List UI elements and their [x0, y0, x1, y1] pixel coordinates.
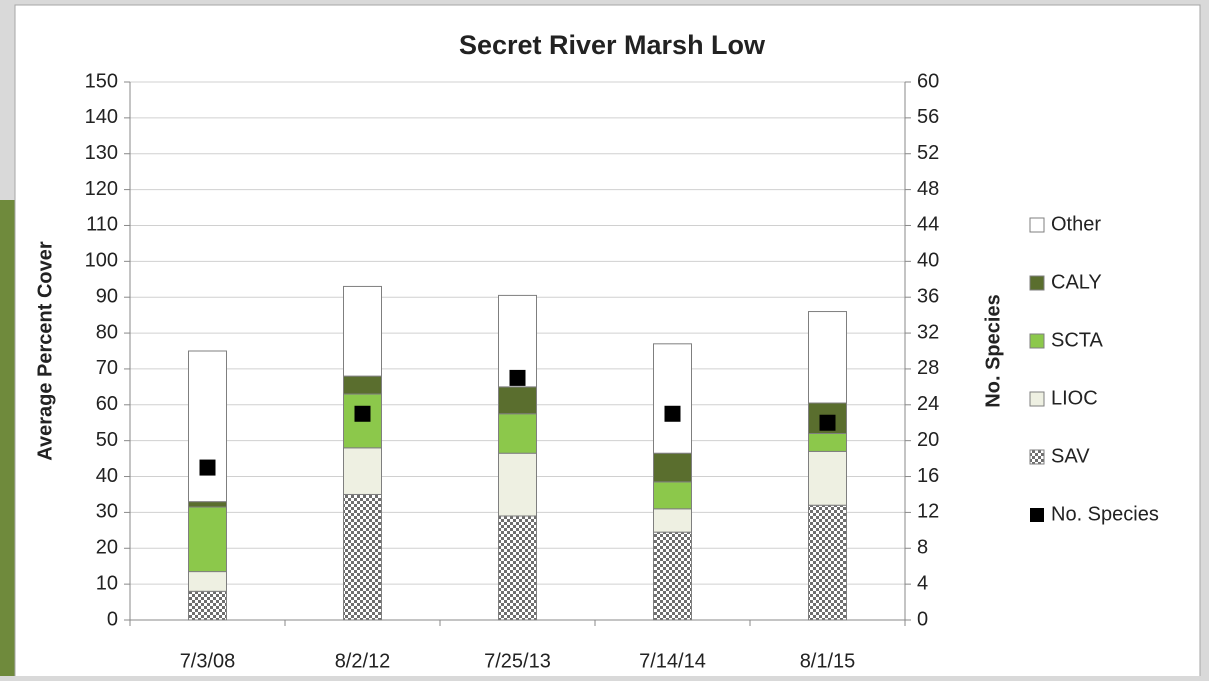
legend-label: LIOC [1051, 387, 1098, 409]
legend-swatch [1029, 217, 1045, 233]
bar-segment [343, 375, 382, 395]
bar-segment [653, 452, 692, 483]
legend-label: SCTA [1051, 329, 1104, 351]
bar-segment [808, 450, 847, 506]
chart-title: Secret River Marsh Low [459, 30, 766, 60]
legend-swatch [1029, 449, 1045, 465]
legend-label: Other [1051, 213, 1101, 235]
bar-segment [808, 504, 847, 621]
species-marker [509, 369, 526, 386]
x-tick-label: 7/25/13 [484, 650, 551, 672]
species-marker [664, 405, 681, 422]
x-tick-label: 7/14/14 [639, 650, 706, 672]
bar-segment [808, 432, 847, 452]
x-tick-label: 8/1/15 [800, 650, 856, 672]
y-tick-label: 130 [85, 142, 118, 164]
legend-label: SAV [1051, 445, 1090, 467]
bar-segment [188, 501, 227, 508]
y-tick-label: 90 [96, 285, 118, 307]
y-tick-label: 80 [96, 321, 118, 343]
y2-tick-label: 44 [917, 214, 939, 236]
y2-axis-label: No. Species [982, 294, 1004, 407]
y2-tick-label: 36 [917, 285, 939, 307]
bar-segment [188, 350, 227, 503]
y-tick-label: 10 [96, 572, 118, 594]
y2-tick-label: 12 [917, 501, 939, 523]
y2-tick-label: 4 [917, 572, 928, 594]
y-tick-label: 20 [96, 537, 118, 559]
y2-tick-label: 56 [917, 106, 939, 128]
y2-tick-label: 20 [917, 429, 939, 451]
bar-segment [498, 386, 537, 415]
legend-swatch [1029, 391, 1045, 407]
species-marker [354, 405, 371, 422]
y2-tick-label: 8 [917, 537, 928, 559]
y-axis-label: Average Percent Cover [34, 241, 56, 461]
y2-tick-label: 48 [917, 178, 939, 200]
bar-segment [498, 452, 537, 517]
y-tick-label: 150 [85, 70, 118, 92]
y2-tick-label: 16 [917, 465, 939, 487]
y2-tick-label: 32 [917, 321, 939, 343]
bar-segment [653, 481, 692, 510]
y-tick-label: 100 [85, 250, 118, 272]
bar-segment [188, 506, 227, 573]
background-photo [0, 200, 15, 676]
bar-segment [653, 508, 692, 533]
y-tick-label: 0 [107, 608, 118, 630]
y2-tick-label: 52 [917, 142, 939, 164]
x-tick-label: 8/2/12 [335, 650, 391, 672]
legend-label: No. Species [1051, 503, 1159, 525]
y-tick-label: 70 [96, 357, 118, 379]
species-marker [199, 459, 216, 476]
bar-segment [343, 493, 382, 621]
bar-segment [498, 413, 537, 454]
bar-segment [653, 343, 692, 454]
legend-swatch [1030, 508, 1044, 522]
y-tick-label: 50 [96, 429, 118, 451]
bar-segment [343, 285, 382, 377]
bar-segment [188, 590, 227, 621]
x-tick-label: 7/3/08 [180, 650, 236, 672]
bar-segment [188, 571, 227, 592]
y-tick-label: 120 [85, 178, 118, 200]
bar-segment [343, 447, 382, 495]
y2-tick-label: 24 [917, 393, 939, 415]
bar-segment [808, 311, 847, 404]
legend-swatch [1029, 275, 1045, 291]
legend-swatch [1029, 333, 1045, 349]
y-tick-label: 40 [96, 465, 118, 487]
y-tick-label: 110 [86, 214, 118, 236]
bar-segment [653, 531, 692, 621]
legend-label: CALY [1051, 271, 1102, 293]
y-tick-label: 140 [85, 106, 118, 128]
y2-tick-label: 40 [917, 250, 939, 272]
y-tick-label: 60 [96, 393, 118, 415]
y2-tick-label: 0 [917, 608, 928, 630]
y2-tick-label: 28 [917, 357, 939, 379]
y-tick-label: 30 [96, 501, 118, 523]
species-marker [819, 414, 836, 431]
bar-segment [498, 515, 537, 621]
y2-tick-label: 60 [917, 70, 939, 92]
